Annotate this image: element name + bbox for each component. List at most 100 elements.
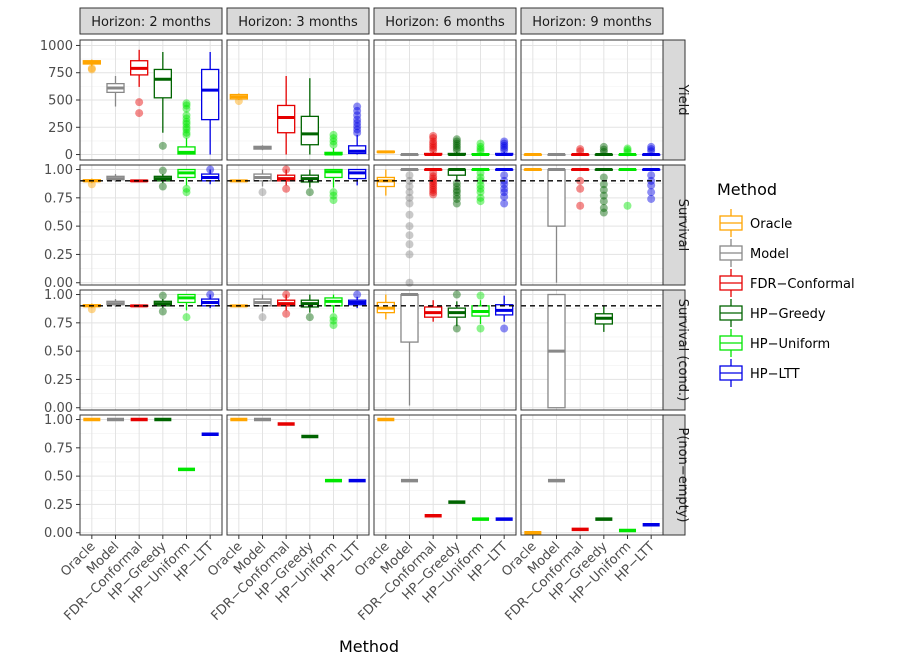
panel-border <box>79 289 223 411</box>
panel-yield-4 <box>520 39 664 161</box>
column-strip-1 <box>79 7 223 35</box>
panel-survival-cond-3 <box>373 289 517 411</box>
panel-survival-cond-1 <box>79 289 223 411</box>
outlier-point <box>429 181 438 190</box>
outlier-point <box>476 145 485 154</box>
outlier-point <box>623 146 632 155</box>
panel-p-non-empty-1 <box>79 414 223 536</box>
outlier-point <box>182 101 191 110</box>
legend-entry-hp-greedy: HP−Greedy <box>719 299 826 327</box>
outlier-point <box>329 140 338 149</box>
outlier-point <box>182 313 191 322</box>
outlier-point <box>476 173 485 182</box>
legend-entry-hp-ltt: HP−LTT <box>719 359 800 387</box>
outlier-point <box>182 104 191 113</box>
outlier-point <box>576 184 585 193</box>
outlier-point <box>500 137 509 146</box>
legend-title: Method <box>717 180 777 199</box>
outlier-point <box>576 147 585 156</box>
box-model <box>106 76 125 107</box>
outlier-point <box>405 222 414 231</box>
outlier-point <box>353 128 362 137</box>
x-axis: OracleModelFDR−ConformalHP−GreedyHP−Unif… <box>58 535 658 624</box>
outlier-point <box>158 166 167 175</box>
panel-border <box>226 39 370 161</box>
box-hp-ltt <box>494 137 514 157</box>
outlier-point <box>500 141 509 150</box>
box-hp-greedy <box>300 169 320 197</box>
legend-label-hp-greedy: HP−Greedy <box>750 307 826 322</box>
box-hp-greedy <box>594 305 614 332</box>
outlier-point <box>429 188 438 197</box>
outlier-point <box>206 290 215 299</box>
box-oracle <box>523 153 543 157</box>
box-oracle <box>376 294 396 320</box>
box-oracle <box>229 93 249 106</box>
box-oracle <box>523 168 543 172</box>
panel-border <box>373 414 517 536</box>
panel-p-non-empty-3 <box>373 414 517 536</box>
outlier-point <box>452 324 461 333</box>
y-tick-label: 0.50 <box>44 345 73 360</box>
outlier-point <box>429 185 438 194</box>
y-tick-label: 1.00 <box>44 288 73 303</box>
panel-survival-3 <box>373 164 517 287</box>
outlier-point <box>599 147 608 156</box>
y-tick-label: 250 <box>48 121 73 136</box>
panel-yield-2 <box>226 39 370 161</box>
panel-border <box>373 164 517 286</box>
box-hp-ltt <box>494 168 514 208</box>
outlier-point <box>305 188 314 197</box>
box-hp-uniform <box>324 294 343 330</box>
panel-yield-3 <box>373 39 517 161</box>
box-hp-greedy <box>594 142 614 157</box>
outlier-point <box>182 111 191 120</box>
outlier-point <box>476 139 485 148</box>
panel-yield-1 <box>79 39 223 161</box>
box-hp-uniform <box>324 168 343 205</box>
outlier-point <box>599 145 608 154</box>
outlier-point <box>500 199 509 208</box>
box-hp-greedy <box>447 290 467 333</box>
outlier-point <box>500 139 509 148</box>
box-body <box>300 115 320 146</box>
column-strip-label-2: Horizon: 3 months <box>238 15 358 30</box>
outlier-point <box>182 184 191 193</box>
y-tick-label: 0.50 <box>44 220 73 235</box>
outlier-point <box>282 309 291 318</box>
box-hp-ltt <box>347 102 367 155</box>
legend: Method Oracle Model FDR−Conformal HP−Greedy… <box>717 180 855 387</box>
outlier-point <box>329 137 338 146</box>
outlier-point <box>476 142 485 151</box>
outlier-point <box>158 307 167 316</box>
outlier-point <box>623 144 632 153</box>
box-model <box>106 299 125 307</box>
outlier-point <box>500 192 509 201</box>
panel-border <box>373 39 517 161</box>
outlier-point <box>476 176 485 185</box>
box-hp-greedy <box>300 294 320 322</box>
outlier-point <box>182 125 191 134</box>
outlier-point <box>429 132 438 140</box>
outlier-point <box>405 171 414 180</box>
box-model <box>547 293 566 409</box>
outlier-point <box>429 146 438 155</box>
legend-label-fdr-conformal: FDR−Conformal <box>750 277 855 292</box>
outlier-point <box>599 185 608 194</box>
outlier-point <box>452 191 461 200</box>
outlier-point <box>87 305 96 314</box>
outlier-point <box>429 141 438 150</box>
panel-p-non-empty-4 <box>520 414 664 536</box>
y-tick-label: 0.25 <box>44 248 73 263</box>
box-hp-uniform <box>324 130 343 156</box>
outlier-point <box>429 134 438 143</box>
y-tick-label: 0.75 <box>44 316 73 331</box>
panel-background <box>80 415 222 535</box>
outlier-point <box>353 118 362 127</box>
outlier-point <box>599 173 608 182</box>
outlier-point <box>87 65 96 74</box>
box-fdr-conformal <box>276 165 296 193</box>
outlier-point <box>329 191 338 200</box>
y-tick-label: 1.00 <box>44 413 73 428</box>
